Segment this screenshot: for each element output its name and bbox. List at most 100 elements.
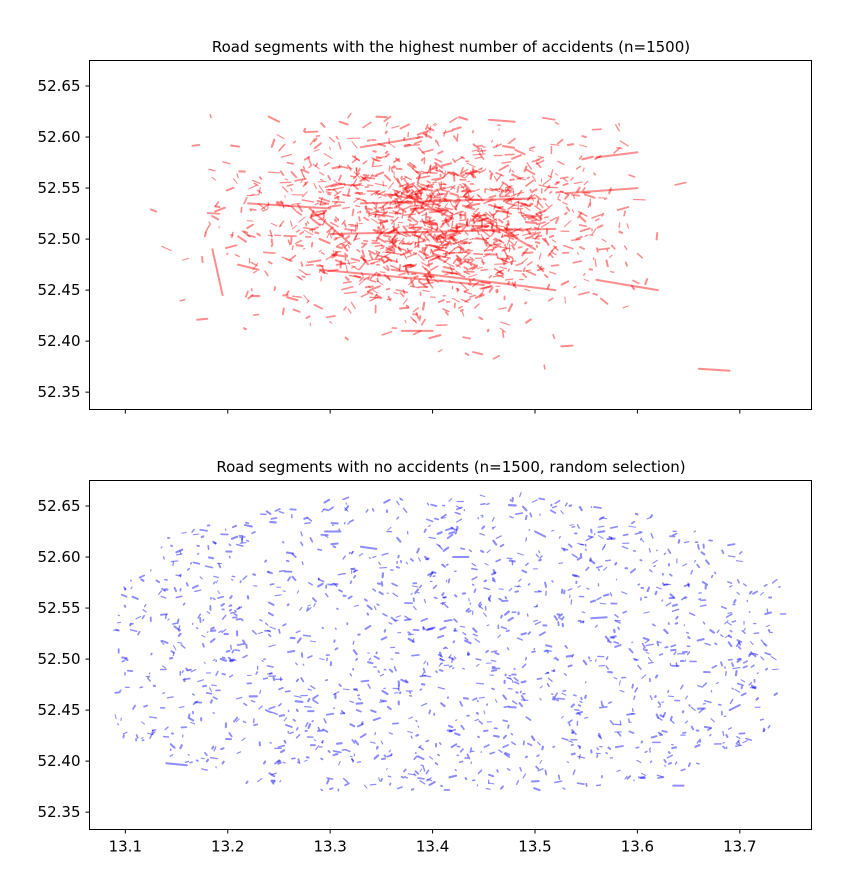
bottom-chart-segment bbox=[143, 704, 148, 708]
top-chart-segment bbox=[399, 251, 410, 256]
bottom-chart-segment bbox=[235, 718, 240, 722]
top-chart-segment bbox=[431, 166, 439, 170]
bottom-chart-segment bbox=[234, 609, 237, 613]
bottom-chart-segment bbox=[560, 715, 564, 719]
top-chart-long-segment bbox=[211, 248, 224, 297]
top-chart-segment bbox=[601, 238, 607, 243]
top-chart-segment bbox=[415, 170, 422, 177]
top-chart-segment bbox=[526, 203, 534, 207]
top-chart-segment bbox=[301, 191, 308, 198]
bottom-chart-segment bbox=[321, 626, 324, 630]
bottom-chart-segment bbox=[423, 528, 427, 533]
top-chart-segment bbox=[432, 181, 438, 184]
bottom-chart-segment bbox=[651, 623, 656, 627]
top-chart-segment bbox=[362, 258, 367, 262]
top-chart-segment bbox=[544, 203, 549, 208]
top-chart-segment bbox=[458, 213, 466, 217]
bottom-chart-segment bbox=[353, 604, 359, 607]
bottom-chart-segment bbox=[736, 639, 743, 643]
bottom-chart-segment bbox=[419, 768, 423, 773]
top-chart-segment bbox=[396, 200, 401, 207]
top-chart-segment bbox=[403, 178, 410, 187]
top-chart-segment bbox=[579, 227, 591, 233]
bottom-chart-segment bbox=[368, 657, 372, 661]
bottom-chart-segment bbox=[407, 637, 415, 643]
bottom-chart-segment bbox=[609, 525, 619, 529]
top-chart-segment bbox=[483, 241, 488, 247]
bottom-chart-segment bbox=[619, 689, 625, 693]
bottom-chart-segment bbox=[400, 775, 405, 779]
top-chart-segment bbox=[327, 268, 339, 273]
top-chart-segment bbox=[321, 266, 326, 273]
top-chart-segment bbox=[326, 226, 334, 234]
bottom-chart-segment bbox=[369, 741, 376, 744]
bottom-chart-segment bbox=[580, 620, 584, 624]
bottom-chart-segment bbox=[604, 635, 610, 642]
bottom-chart-segment bbox=[448, 531, 456, 535]
top-chart-segment bbox=[500, 189, 513, 192]
bottom-chart-segment bbox=[203, 661, 206, 665]
top-chart-segment bbox=[456, 260, 467, 268]
bottom-chart-segment bbox=[667, 762, 672, 765]
bottom-chart-segment bbox=[355, 702, 364, 705]
top-chart-segment bbox=[384, 255, 393, 262]
bottom-chart-segment bbox=[479, 532, 486, 536]
top-chart-segment bbox=[507, 137, 516, 145]
top-chart-segment bbox=[452, 173, 456, 182]
bottom-chart-segment bbox=[284, 690, 291, 693]
bottom-chart-segment bbox=[609, 719, 615, 726]
top-chart-segment bbox=[405, 182, 415, 188]
top-chart-segment bbox=[191, 143, 201, 147]
bottom-chart-segment bbox=[466, 753, 471, 760]
bottom-chart-segment bbox=[485, 787, 491, 790]
bottom-chart-segment bbox=[381, 552, 389, 556]
top-chart-segment bbox=[472, 169, 481, 173]
top-chart-segment bbox=[517, 201, 528, 207]
top-chart-segment bbox=[389, 201, 393, 206]
bottom-chart-segment bbox=[397, 786, 403, 790]
bottom-chart-segment bbox=[220, 747, 225, 751]
top-chart-segment bbox=[437, 198, 446, 206]
bottom-chart-segment bbox=[215, 579, 219, 584]
top-chart-segment bbox=[605, 259, 609, 268]
top-chart-segment bbox=[347, 259, 351, 265]
bottom-chart-segment bbox=[624, 775, 628, 780]
bottom-chart-segment bbox=[486, 502, 490, 506]
bottom-chart-segment bbox=[684, 596, 688, 600]
bottom-chart-segment bbox=[390, 616, 397, 623]
top-chart-segment bbox=[402, 182, 410, 187]
top-chart-segment bbox=[399, 198, 406, 203]
top-chart-segment bbox=[488, 274, 493, 279]
top-chart-segment bbox=[387, 295, 392, 302]
bottom-chart-segment bbox=[597, 525, 605, 528]
top-chart-segment bbox=[471, 265, 478, 271]
bottom-chart-segment bbox=[663, 758, 667, 763]
top-chart-segment bbox=[352, 178, 358, 186]
bottom-chart-segment bbox=[586, 587, 590, 590]
bottom-chart-segment bbox=[644, 639, 650, 644]
top-chart-segment bbox=[524, 206, 531, 211]
bottom-chart-segment bbox=[683, 540, 690, 544]
bottom-chart-segment bbox=[723, 715, 727, 718]
top-chart-segment bbox=[549, 190, 553, 194]
top-chart-segment bbox=[538, 253, 542, 260]
bottom-chart-segment bbox=[711, 664, 718, 669]
top-chart-segment bbox=[478, 169, 485, 174]
bottom-chart-segment bbox=[353, 574, 357, 579]
bottom-chart-segment bbox=[649, 695, 653, 700]
bottom-chart-segment bbox=[538, 497, 546, 501]
bottom-chart-segment bbox=[554, 780, 563, 784]
bottom-chart-segment bbox=[560, 588, 564, 594]
top-chart-segment bbox=[441, 270, 454, 275]
bottom-chart-segment bbox=[285, 724, 293, 728]
top-chart-segment bbox=[427, 271, 430, 275]
top-chart-segment bbox=[211, 215, 220, 221]
bottom-chart-segment bbox=[146, 675, 151, 678]
bottom-chart-segment bbox=[535, 604, 539, 608]
top-chart-segment bbox=[402, 185, 413, 192]
bottom-chart-segment bbox=[269, 741, 272, 744]
bottom-chart-segment bbox=[182, 677, 191, 681]
top-chart-segment bbox=[305, 263, 314, 267]
bottom-chart-marks bbox=[113, 492, 787, 792]
bottom-chart-segment bbox=[333, 582, 338, 588]
